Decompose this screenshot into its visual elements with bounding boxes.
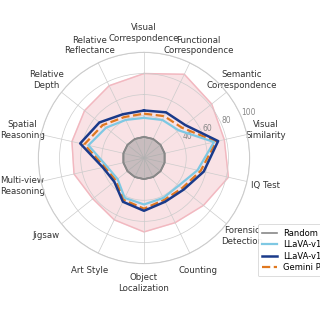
Polygon shape (124, 137, 164, 179)
Polygon shape (72, 74, 228, 232)
Legend: Random, LLaVA-v1.5-13B, LLaVA-v1.6-34B, Gemini Pro Vision: Random, LLaVA-v1.5-13B, LLaVA-v1.6-34B, … (258, 224, 320, 276)
Polygon shape (124, 137, 164, 179)
